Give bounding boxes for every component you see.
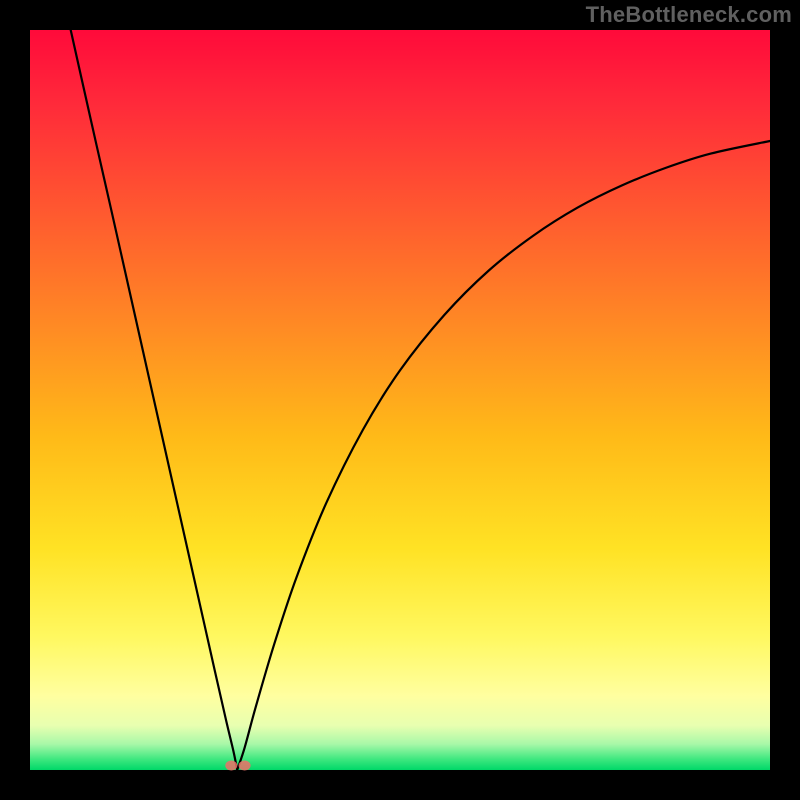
minimum-marker <box>225 761 237 771</box>
bottleneck-chart <box>0 0 800 800</box>
chart-container: TheBottleneck.com <box>0 0 800 800</box>
chart-background <box>30 30 770 770</box>
minimum-marker <box>239 761 251 771</box>
watermark-label: TheBottleneck.com <box>586 2 792 28</box>
